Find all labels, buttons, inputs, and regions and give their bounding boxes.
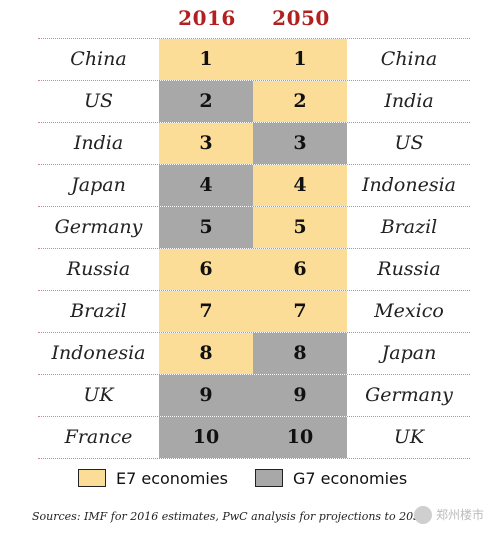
legend-label-e7: E7 economies [116, 469, 228, 488]
country-2016: US [83, 90, 114, 112]
country-2050: Japan [381, 342, 437, 364]
rank-cell-2050: 5 [253, 207, 347, 248]
country-2050: Mexico [374, 300, 444, 322]
legend-swatch-e7 [78, 469, 106, 487]
country-2050: India [384, 90, 434, 112]
wechat-icon [414, 506, 432, 524]
table-row: Germany 5 5 Brazil [38, 207, 470, 249]
rank-cell-2016: 1 [159, 39, 253, 80]
rank-cell-2016: 2 [159, 81, 253, 122]
table-row: Russia 6 6 Russia [38, 249, 470, 291]
rank-cell-2050: 10 [253, 417, 347, 458]
country-2016: Japan [71, 174, 126, 196]
country-2016: China [70, 48, 127, 70]
country-2016: Indonesia [51, 342, 146, 364]
table-row: Brazil 7 7 Mexico [38, 291, 470, 333]
table-row: US 2 2 India [38, 81, 470, 123]
legend-swatch-g7 [255, 469, 283, 487]
country-2016: Brazil [70, 300, 127, 322]
rank-cell-2016: 9 [159, 375, 253, 416]
table-row: France 10 10 UK [38, 417, 470, 459]
country-2050: Brazil [380, 216, 438, 238]
rank-cell-2050: 3 [253, 123, 347, 164]
watermark: 郑州楼市 [414, 504, 496, 526]
country-2016: UK [83, 384, 114, 406]
rank-cell-2050: 9 [253, 375, 347, 416]
country-2050: UK [393, 426, 425, 448]
table-row: Indonesia 8 8 Japan [38, 333, 470, 375]
country-2050: Russia [377, 258, 441, 280]
country-2050: US [394, 132, 424, 154]
year-header-2016: 2016 [178, 6, 236, 30]
table-row: UK 9 9 Germany [38, 375, 470, 417]
rank-cell-2050: 1 [253, 39, 347, 80]
country-2016: France [64, 426, 133, 448]
rank-cell-2016: 8 [159, 333, 253, 374]
watermark-text: 郑州楼市 [436, 508, 485, 522]
table-row: India 3 3 US [38, 123, 470, 165]
rank-cell-2016: 4 [159, 165, 253, 206]
rank-cell-2016: 5 [159, 207, 253, 248]
country-2016: Russia [66, 258, 131, 280]
ranking-table: China 1 1 China US 2 2 India India 3 3 US Japan 4 4 Ind… [38, 38, 470, 459]
legend: E7 economies G7 economies [0, 466, 500, 492]
legend-label-g7: G7 economies [293, 469, 408, 488]
rank-cell-2050: 6 [253, 249, 347, 290]
country-2050: Germany [365, 384, 453, 406]
rank-cell-2016: 10 [159, 417, 253, 458]
table-row: Japan 4 4 Indonesia [38, 165, 470, 207]
country-2050: China [380, 48, 438, 70]
rank-cell-2050: 8 [253, 333, 347, 374]
year-header-2050: 2050 [272, 6, 330, 30]
rank-cell-2016: 6 [159, 249, 253, 290]
country-2016: India [73, 132, 124, 154]
rank-cell-2050: 2 [253, 81, 347, 122]
rank-cell-2016: 3 [159, 123, 253, 164]
rank-cell-2016: 7 [159, 291, 253, 332]
country-2016: Germany [54, 216, 143, 238]
rank-cell-2050: 4 [253, 165, 347, 206]
country-2050: Indonesia [362, 174, 456, 196]
table-row: China 1 1 China [38, 38, 470, 81]
source-note: Sources: IMF for 2016 estimates, PwC ana… [32, 510, 428, 523]
rank-cell-2050: 7 [253, 291, 347, 332]
